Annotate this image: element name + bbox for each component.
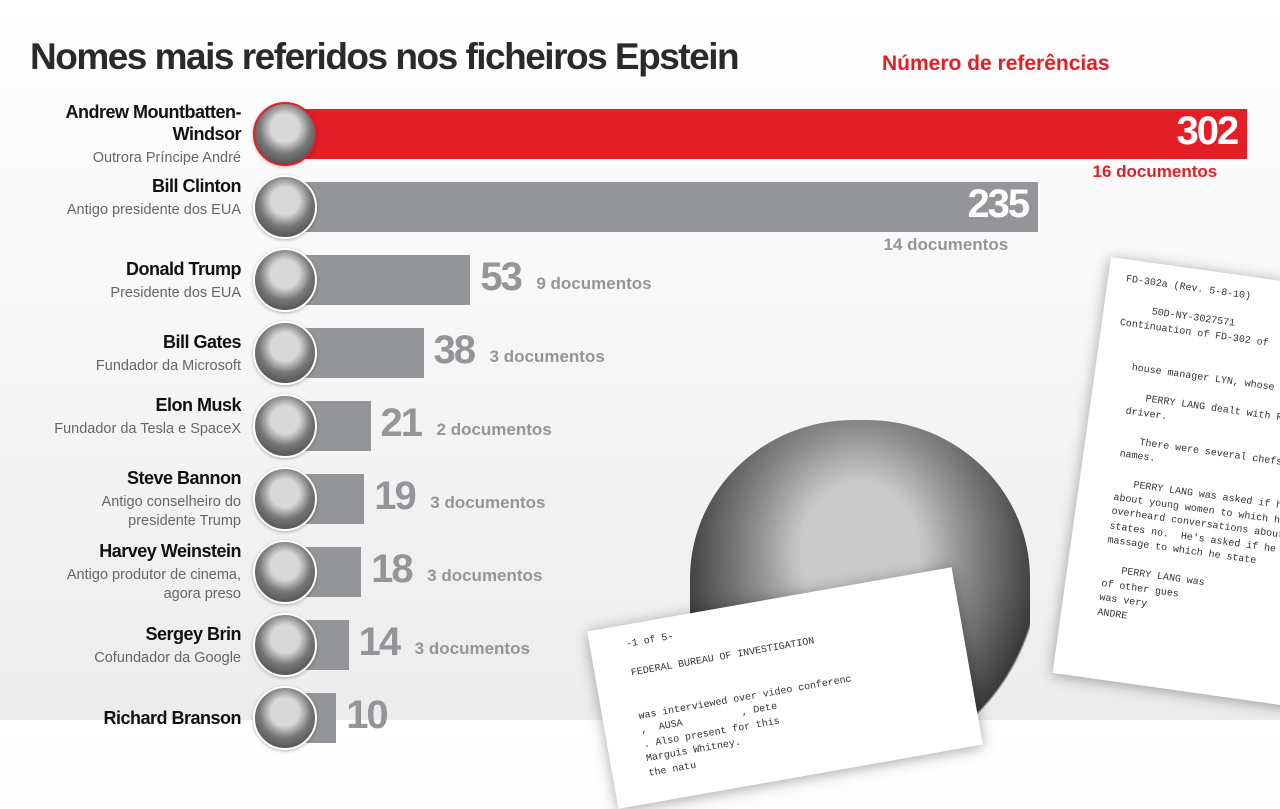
documents-label: 2 documentos (436, 420, 552, 439)
category-role: Fundador da Tesla e SpaceX (54, 421, 241, 437)
category-role: Antigo produtor de cinema, agora preso (66, 567, 241, 602)
category-role: Presidente dos EUA (110, 284, 241, 301)
category-label: Richard Branson (103, 708, 241, 728)
documents-label: 3 documentos (427, 566, 543, 585)
person-photo (253, 540, 317, 604)
category-role: Cofundador da Google (94, 649, 241, 666)
category-label: Bill Gates (162, 331, 242, 352)
value-label: 53 (480, 255, 522, 299)
value-label: 235 (967, 182, 1030, 226)
bar (285, 109, 1248, 159)
value-label: 18 (371, 547, 413, 591)
documents-label: 3 documentos (489, 347, 605, 366)
bar (285, 182, 1039, 232)
category-label: Bill Clinton (152, 176, 241, 196)
person-photo (253, 394, 317, 458)
value-label: 38 (433, 328, 476, 372)
category-label: Steve Bannon (126, 468, 242, 488)
legend-label: Número de referências (882, 52, 1110, 75)
category-role: Fundador da Microsoft (95, 357, 241, 374)
category-role: Antigo presidente dos EUA (66, 202, 241, 218)
documents-label: 9 documentos (536, 274, 652, 293)
person-photo (253, 321, 317, 385)
person-photo (253, 102, 317, 166)
person-photo (253, 248, 317, 312)
value-label: 21 (380, 401, 423, 445)
documents-label: 3 documentos (430, 493, 546, 512)
person-photo (253, 613, 317, 677)
bar-chart: Andrew Mountbatten-Windsor Outrora Prínci… (54, 101, 1248, 750)
documents-label: 3 documentos (414, 639, 530, 658)
category-label: Harvey Weinstein (99, 541, 241, 561)
category-label: Elon Musk (155, 395, 241, 415)
documents-label: 14 documentos (883, 235, 1009, 254)
value-label: 10 (346, 693, 388, 737)
value-label: 302 (1176, 109, 1239, 153)
chart-title: Nomes mais referidos nos ficheiros Epste… (30, 36, 740, 77)
category-role: Antigo conselheiro do presidente Trump (101, 494, 241, 529)
value-label: 19 (374, 474, 416, 518)
person-photo (253, 175, 317, 239)
category-label: Donald Trump (126, 258, 242, 279)
category-label: Sergey Brin (145, 623, 241, 644)
person-photo (253, 686, 317, 750)
value-label: 14 (358, 620, 401, 664)
category-label: Andrew Mountbatten-Windsor (65, 101, 242, 144)
documents-label: 16 documentos (1092, 162, 1218, 181)
person-photo (253, 467, 317, 531)
category-role: Outrora Príncipe André (92, 149, 241, 166)
